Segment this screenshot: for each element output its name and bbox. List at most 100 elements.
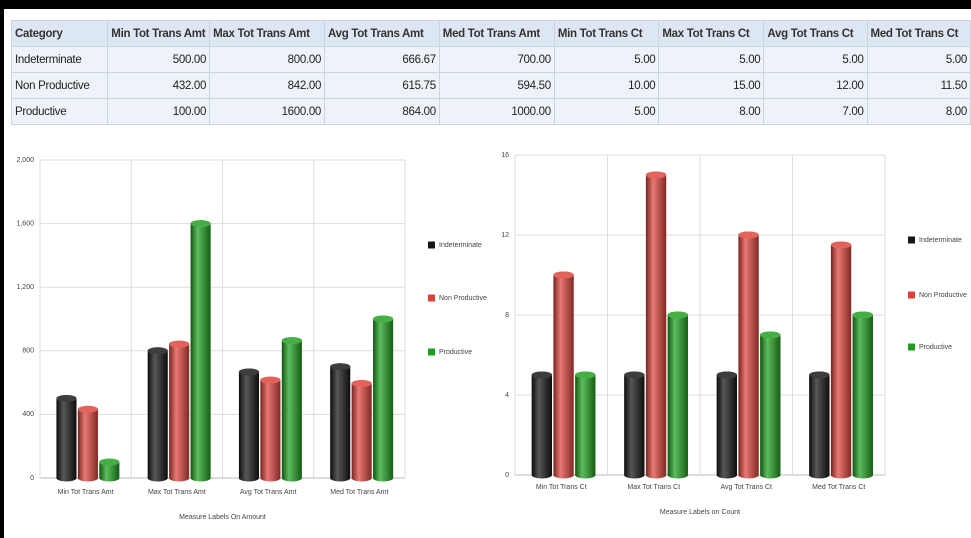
y-tick-label: 800: [22, 348, 34, 355]
bar: [809, 371, 830, 479]
legend-swatch: [908, 236, 915, 244]
bar-cap: [169, 340, 190, 348]
y-tick-label: 12: [501, 232, 509, 239]
bar: [373, 315, 394, 482]
column-header: Max Tot Trans Ct: [658, 20, 765, 47]
bar-cap: [738, 231, 759, 239]
table-cell: 8.00: [866, 98, 971, 125]
column-header: Med Tot Trans Amt: [438, 20, 555, 47]
bar-cap: [190, 220, 211, 228]
x-tick-label: Med Tot Trans Amt: [330, 489, 388, 496]
legend-swatch: [908, 343, 915, 351]
x-tick-label: Avg Tot Trans Ct: [721, 484, 773, 491]
table-cell: 666.67: [324, 46, 440, 73]
bar: [624, 371, 645, 479]
frame-border: [0, 0, 4, 538]
y-tick-label: 1,200: [16, 284, 34, 291]
bar: [575, 371, 596, 479]
table-cell: 11.50: [866, 72, 971, 99]
bar-cap: [575, 371, 596, 379]
column-header: Avg Tot Trans Amt: [324, 20, 440, 47]
y-tick-label: 0: [30, 475, 34, 482]
table-cell: 7.00: [763, 98, 868, 125]
bar: [531, 371, 552, 479]
legend-swatch: [908, 291, 915, 299]
x-tick-label: Med Tot Trans Ct: [812, 484, 865, 491]
table-row: Productive 100.00 1600.00 864.00 1000.00 5.00…: [10, 98, 971, 125]
bar-cap: [260, 376, 281, 384]
title-bar: [0, 0, 971, 9]
legend-label: Indeterminate: [919, 237, 962, 244]
bar-cap: [330, 363, 351, 371]
legend-swatch: [428, 241, 435, 249]
y-tick-label: 4: [505, 392, 509, 399]
bar: [169, 340, 190, 482]
legend-label: Non Productive: [439, 295, 487, 302]
bar-cap: [624, 371, 645, 379]
x-axis-label: Measure Labels On Amount: [179, 514, 266, 521]
x-tick-label: Min Tot Trans Amt: [58, 489, 114, 496]
table-cell: 500.00: [107, 46, 211, 73]
bar: [738, 231, 759, 479]
x-tick-label: Min Tot Trans Ct: [536, 484, 587, 491]
table-cell: 12.00: [763, 72, 868, 99]
bar: [281, 337, 302, 482]
legend-label: Productive: [439, 349, 472, 356]
bar: [553, 271, 574, 479]
bar-cap: [147, 347, 168, 355]
x-tick-label: Avg Tot Trans Amt: [240, 489, 297, 496]
bar: [351, 379, 372, 482]
bar: [238, 368, 259, 482]
table-cell: 615.75: [324, 72, 440, 99]
y-tick-label: 400: [22, 411, 34, 418]
bar-cap: [281, 337, 302, 345]
bar-cap: [716, 371, 737, 379]
header-row: Category Min Tot Trans Amt Max Tot Trans A…: [10, 20, 971, 47]
bar-cap: [373, 315, 394, 323]
bar-cap: [553, 271, 574, 279]
legend-label: Productive: [919, 344, 952, 351]
bar-cap: [99, 458, 120, 466]
legend-swatch: [428, 294, 435, 302]
bar-cap: [645, 171, 667, 179]
table-cell: 842.00: [209, 72, 326, 99]
table-cell: 5.00: [553, 46, 660, 73]
table-cell: 864.00: [324, 98, 440, 125]
bar-cap: [238, 368, 259, 376]
data-table: Category Min Tot Trans Amt Max Tot Trans A…: [10, 20, 971, 125]
legend-label: Indeterminate: [439, 242, 482, 249]
column-header: Med Tot Trans Ct: [866, 20, 971, 47]
bar: [260, 376, 281, 482]
bar-cap: [531, 371, 552, 379]
column-header: Max Tot Trans Amt: [209, 20, 326, 47]
y-tick-label: 2,000: [16, 157, 34, 164]
bar: [667, 311, 688, 479]
table-cell: 8.00: [658, 98, 765, 125]
table-cell: Indeterminate: [10, 46, 109, 73]
bar-cap: [56, 395, 77, 402]
table-cell: Productive: [10, 98, 109, 125]
table-cell: 5.00: [553, 98, 660, 125]
bar-cap: [852, 311, 873, 319]
bar: [56, 395, 77, 482]
column-header: Avg Tot Trans Ct: [763, 20, 868, 47]
bar: [716, 371, 737, 479]
y-tick-label: 16: [501, 152, 509, 159]
table-cell: 10.00: [553, 72, 660, 99]
table-cell: Non Productive: [10, 72, 109, 99]
bar: [760, 331, 781, 479]
y-tick-label: 8: [505, 312, 509, 319]
bar-cap: [77, 405, 98, 413]
table-cell: 800.00: [209, 46, 326, 73]
y-tick-label: 0: [505, 472, 509, 479]
bar: [852, 311, 873, 479]
bar: [830, 241, 852, 479]
table-cell: 5.00: [866, 46, 971, 73]
bar-cap: [760, 331, 781, 339]
table-cell: 700.00: [438, 46, 555, 73]
x-tick-label: Max Tot Trans Ct: [627, 484, 680, 491]
table-cell: 100.00: [107, 98, 211, 125]
bar-cap: [830, 241, 852, 249]
table-cell: 1600.00: [209, 98, 326, 125]
legend-label: Non Productive: [919, 292, 967, 299]
